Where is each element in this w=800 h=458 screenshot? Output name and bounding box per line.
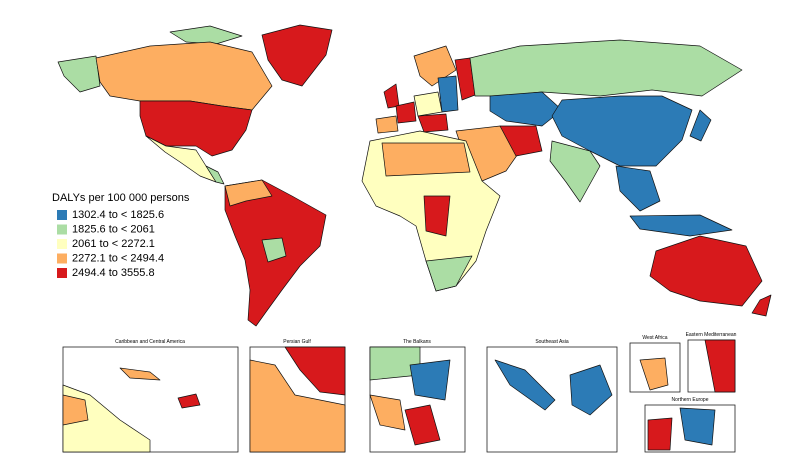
usa — [139, 100, 253, 157]
legend-swatch — [57, 268, 67, 278]
central-africa — [423, 195, 451, 237]
kazakhstan — [489, 91, 563, 127]
inset-region — [369, 394, 406, 431]
world-regions — [57, 24, 772, 327]
inset-region — [679, 407, 716, 446]
legend-swatch — [57, 224, 67, 235]
legend-title: DALYs per 100 000 persons — [52, 192, 190, 204]
legend-swatch — [57, 210, 67, 220]
inset-region — [639, 357, 669, 391]
inset-region — [494, 359, 556, 411]
france — [395, 101, 417, 124]
legend-label: 2272.1 to < 2494.4 — [72, 252, 164, 264]
legend-swatch — [57, 239, 67, 249]
legend-label: 1302.4 to < 1825.6 — [72, 209, 164, 221]
australia — [649, 235, 763, 307]
india — [549, 140, 601, 203]
inset-title: Northern Europe — [672, 397, 709, 403]
canada — [95, 41, 273, 111]
uk — [383, 83, 400, 109]
japan — [689, 109, 712, 142]
legend-label: 2061 to < 2272.1 — [72, 238, 155, 250]
indonesia — [629, 214, 733, 237]
inset-title: Southeast Asia — [535, 339, 569, 345]
southeast-asia — [615, 165, 661, 212]
russia-main — [469, 39, 743, 97]
legend-label: 1825.6 to < 2061 — [72, 223, 155, 235]
arctic-islands — [169, 25, 243, 45]
alaska — [57, 55, 101, 93]
inset-region — [119, 367, 161, 381]
inset-title: The Balkans — [403, 339, 431, 345]
central-europe — [413, 91, 443, 117]
inset-region — [249, 359, 346, 453]
eastern-europe — [437, 75, 459, 113]
inset-region — [284, 346, 346, 396]
legend-label: 2494.4 to 3555.8 — [72, 267, 155, 279]
inset-region — [404, 404, 441, 446]
inset-title: Persian Gulf — [283, 339, 311, 345]
inset-title: Eastern Mediterranean — [686, 332, 737, 338]
inset-region — [62, 394, 89, 426]
iran-afghanistan — [499, 125, 543, 157]
inset-title: Caribbean and Central America — [115, 339, 185, 345]
new-zealand — [751, 294, 772, 317]
china — [551, 95, 693, 167]
southern-africa — [425, 255, 473, 292]
inset-title: West Africa — [642, 335, 667, 341]
north-africa — [381, 142, 471, 177]
inset-region — [704, 339, 736, 393]
northern-south-america — [224, 179, 273, 207]
insets — [62, 339, 736, 453]
inset-region — [647, 417, 673, 451]
legend: 1302.4 to < 1825.6 1825.6 to < 2061 2061 t… — [57, 209, 164, 279]
balkans — [417, 113, 449, 133]
inset-region — [409, 359, 451, 401]
central-america — [205, 165, 225, 185]
inset-region — [569, 364, 613, 416]
legend-swatch — [57, 253, 67, 264]
bolivia — [261, 237, 287, 263]
greenland — [261, 24, 333, 87]
inset-region — [177, 393, 201, 409]
iberia — [375, 115, 399, 134]
